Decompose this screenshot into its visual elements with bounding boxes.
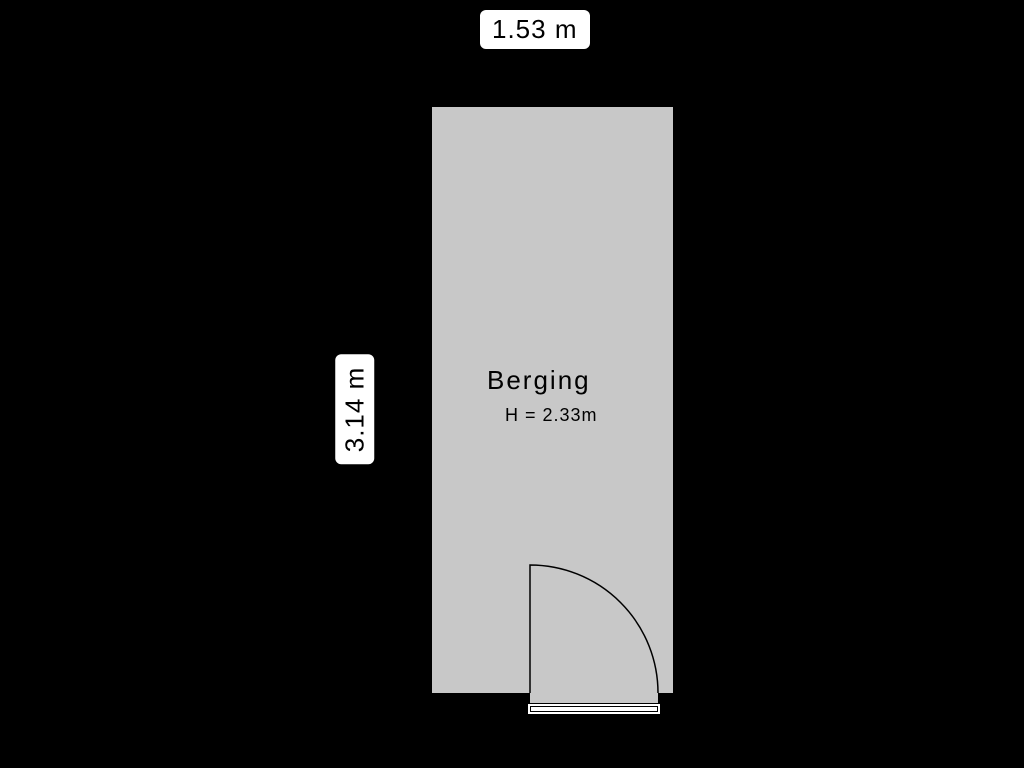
width-dimension-label: 1.53 m: [480, 10, 590, 49]
room-name-label: Berging: [487, 365, 591, 396]
height-dimension-label: 3.14 m: [335, 355, 374, 465]
room-height-label: H = 2.33m: [505, 405, 598, 426]
